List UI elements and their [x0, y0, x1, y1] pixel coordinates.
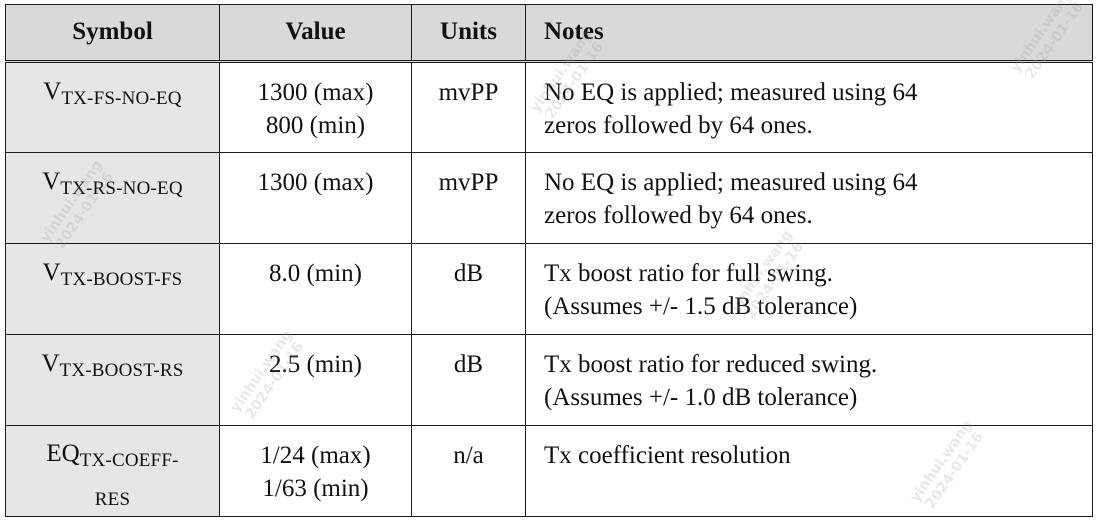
header-notes: Notes: [525, 4, 1093, 63]
units-cell: mvPP: [411, 152, 526, 244]
symbol-cell: VTX-RS-NO-EQ: [5, 152, 220, 244]
header-value: Value: [219, 4, 412, 63]
table-row: EQTX-COEFF- RES 1/24 (max) 1/63 (min) n/a…: [5, 425, 1093, 517]
table-row: VTX-BOOST-FS 8.0 (min) dB Tx boost ratio…: [5, 243, 1093, 335]
value-cell: 2.5 (min): [219, 334, 412, 426]
symbol-subscript: TX-FS-NO-EQ: [61, 88, 182, 109]
value-line: 1300 (max): [257, 79, 374, 106]
notes-line: (Assumes +/- 1.0 dB tolerance): [544, 384, 858, 411]
notes-cell: Tx coefficient resolution: [525, 425, 1093, 517]
table-row: VTX-RS-NO-EQ 1300 (max) mvPP No EQ is ap…: [5, 152, 1093, 244]
notes-line: Tx boost ratio for reduced swing.: [544, 351, 878, 378]
value-line: 1/63 (min): [262, 475, 369, 502]
value-cell: 1/24 (max) 1/63 (min): [219, 425, 412, 517]
table-header: Symbol Value Units Notes: [5, 4, 1093, 63]
symbol-subscript: TX-BOOST-FS: [60, 269, 183, 290]
symbol-main: V: [42, 259, 61, 286]
spec-table: Symbol Value Units Notes VTX-FS-NO-EQ 13…: [5, 4, 1093, 517]
notes-line: zeros followed by 64 ones.: [544, 202, 813, 229]
notes-line: Tx boost ratio for full swing.: [544, 260, 833, 287]
symbol-cell: EQTX-COEFF- RES: [5, 425, 220, 517]
value-cell: 1300 (max) 800 (min): [219, 61, 412, 153]
symbol-subscript: TX-COEFF-: [79, 450, 179, 471]
value-cell: 8.0 (min): [219, 243, 412, 335]
value-line: 1300 (max): [257, 169, 374, 196]
units-cell: n/a: [411, 425, 526, 517]
units-cell: mvPP: [411, 61, 526, 153]
header-units: Units: [411, 4, 526, 63]
header-symbol: Symbol: [5, 4, 220, 63]
notes-line: Tx coefficient resolution: [544, 442, 791, 469]
units-cell: dB: [411, 243, 526, 335]
notes-cell: No EQ is applied; measured using 64 zero…: [525, 61, 1093, 153]
table-row: VTX-FS-NO-EQ 1300 (max) 800 (min) mvPP N…: [5, 61, 1093, 153]
symbol-cell: VTX-BOOST-RS: [5, 334, 220, 426]
value-line: 1/24 (max): [260, 442, 371, 469]
notes-cell: Tx boost ratio for full swing. (Assumes …: [525, 243, 1093, 335]
symbol-cell: VTX-BOOST-FS: [5, 243, 220, 335]
table-row: VTX-BOOST-RS 2.5 (min) dB Tx boost ratio…: [5, 334, 1093, 426]
value-line: 8.0 (min): [268, 260, 363, 287]
notes-line: (Assumes +/- 1.5 dB tolerance): [544, 293, 858, 320]
notes-line: No EQ is applied; measured using 64: [544, 169, 918, 196]
symbol-main: V: [43, 78, 62, 105]
symbol-subscript: TX-BOOST-RS: [59, 360, 184, 381]
symbol-main: V: [41, 350, 60, 377]
notes-line: No EQ is applied; measured using 64: [544, 79, 918, 106]
notes-line: zeros followed by 64 ones.: [544, 112, 813, 139]
units-cell: dB: [411, 334, 526, 426]
header-row: Symbol Value Units Notes: [5, 4, 1093, 63]
symbol-main: V: [42, 168, 61, 195]
value-cell: 1300 (max): [219, 152, 412, 244]
symbol-subscript: TX-RS-NO-EQ: [60, 178, 183, 199]
value-line: 800 (min): [265, 112, 366, 139]
notes-cell: Tx boost ratio for reduced swing. (Assum…: [525, 334, 1093, 426]
symbol-main: EQ: [46, 440, 80, 467]
symbol-cell: VTX-FS-NO-EQ: [5, 61, 220, 153]
notes-cell: No EQ is applied; measured using 64 zero…: [525, 152, 1093, 244]
value-line: 2.5 (min): [268, 351, 363, 378]
symbol-subscript-cont: RES: [94, 489, 131, 510]
